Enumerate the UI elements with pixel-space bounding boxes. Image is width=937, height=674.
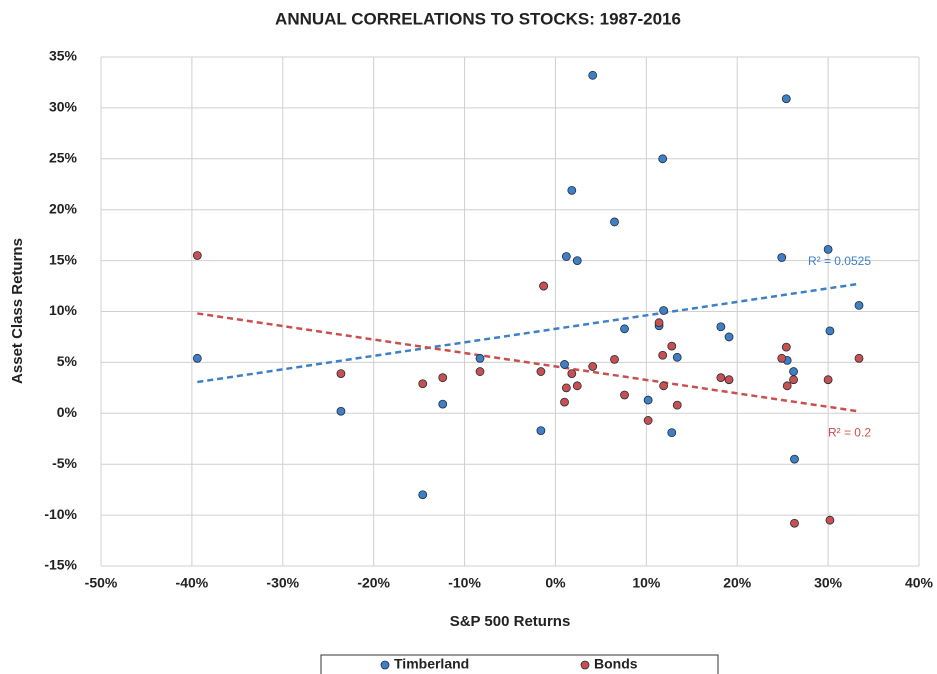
point <box>854 353 864 363</box>
point <box>588 362 598 371</box>
point <box>658 350 668 360</box>
x-axis-label: S&P 500 Returns <box>450 613 571 630</box>
point <box>667 341 677 351</box>
point <box>658 154 668 164</box>
legend-marker <box>380 660 390 670</box>
point <box>777 253 787 262</box>
point <box>643 395 653 405</box>
chart-title: ANNUAL CORRELATIONS TO STOCKS: 1987-2016 <box>275 9 681 28</box>
point <box>716 373 726 383</box>
x-tick-label: 40% <box>905 575 934 591</box>
y-tick-label: 10% <box>49 302 78 318</box>
trendline <box>197 312 860 413</box>
point <box>561 252 571 261</box>
point <box>781 342 791 352</box>
y-tick-label: 30% <box>49 99 78 115</box>
point <box>823 375 833 385</box>
legend-label: Timberland <box>394 656 469 672</box>
point <box>790 518 799 528</box>
point <box>789 367 798 376</box>
point <box>588 70 598 80</box>
point <box>781 94 791 104</box>
point <box>716 322 726 332</box>
point <box>825 326 835 336</box>
point <box>572 256 582 266</box>
point <box>418 379 428 389</box>
legend-marker <box>580 660 590 670</box>
point <box>790 454 799 464</box>
point <box>789 375 798 385</box>
point <box>336 406 346 416</box>
point <box>672 400 682 410</box>
point <box>438 373 448 383</box>
point <box>560 360 569 369</box>
y-tick-label: 5% <box>57 353 78 369</box>
point <box>475 353 485 363</box>
point <box>825 515 835 525</box>
point <box>336 369 346 378</box>
point <box>643 416 653 425</box>
y-axis-label: Asset Class Returns <box>9 238 26 384</box>
point <box>782 381 792 391</box>
point <box>854 300 864 310</box>
legend-label: Bonds <box>594 656 638 672</box>
x-tick-label: -10% <box>448 575 481 591</box>
x-tick-label: 0% <box>545 575 566 591</box>
y-tick-label: 0% <box>57 404 78 420</box>
y-tick-label: 15% <box>49 251 78 267</box>
x-tick-label: 30% <box>814 575 843 591</box>
point <box>539 281 549 291</box>
x-tick-label: -50% <box>85 575 118 591</box>
point <box>659 306 669 315</box>
point <box>438 399 448 409</box>
point <box>475 367 485 376</box>
y-tick-label: -5% <box>52 455 77 471</box>
point <box>561 383 571 393</box>
y-tick-label: 25% <box>49 150 78 166</box>
point <box>572 381 582 391</box>
point <box>620 390 629 400</box>
point <box>536 426 546 436</box>
y-tick-label: -15% <box>44 557 77 573</box>
y-tick-label: 20% <box>49 200 78 216</box>
point <box>659 381 669 391</box>
point <box>724 332 734 342</box>
point <box>610 217 619 227</box>
point <box>823 245 833 254</box>
point <box>724 375 734 385</box>
point <box>777 353 787 363</box>
point <box>192 251 202 260</box>
point <box>560 397 569 407</box>
point <box>418 490 428 500</box>
trendline <box>197 282 860 384</box>
x-tick-label: 20% <box>723 575 752 591</box>
point <box>536 367 546 376</box>
x-tick-label: -20% <box>357 575 390 591</box>
y-tick-label: 35% <box>49 48 78 64</box>
point <box>667 428 677 438</box>
trendline-label: R² = 0.2 <box>828 426 871 440</box>
legend-box <box>320 654 719 674</box>
point <box>567 185 577 195</box>
x-tick-label: -40% <box>176 575 209 591</box>
point <box>654 318 664 328</box>
point <box>620 324 629 334</box>
x-tick-label: -30% <box>266 575 299 591</box>
point <box>610 354 619 364</box>
point <box>192 353 202 363</box>
x-tick-label: 10% <box>632 575 661 591</box>
point <box>672 352 682 362</box>
point <box>567 369 577 378</box>
trendline-label: R² = 0.0525 <box>808 254 871 268</box>
y-tick-label: -10% <box>44 506 77 522</box>
